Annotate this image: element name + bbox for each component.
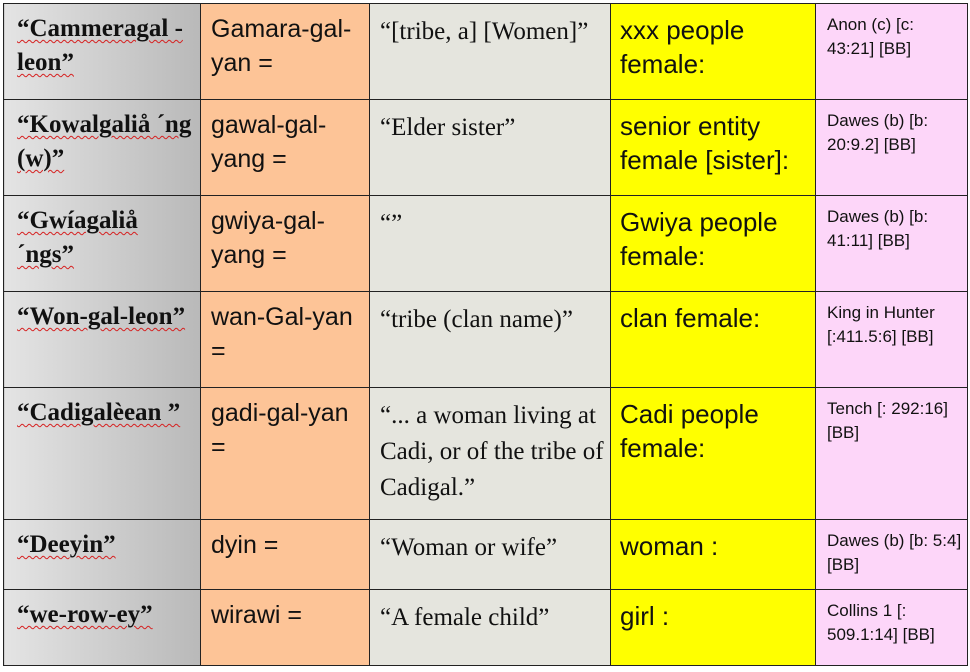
normalised-form-cell: wan-Gal-yan = xyxy=(200,291,370,388)
original-gloss-cell: “A female child” xyxy=(369,589,611,666)
meaning-cell: Cadi people female: xyxy=(610,387,816,520)
source-reference: Anon (c) [c: 43:21] [BB] xyxy=(827,15,914,58)
recorded-word-cell: “we-row-ey” xyxy=(3,589,201,666)
meaning: senior entity female [sister]: xyxy=(620,111,790,175)
source-cell: Dawes (b) [b: 41:11] [BB] xyxy=(815,195,968,292)
source-cell: Dawes (b) [b: 5:4] [BB] xyxy=(815,519,968,590)
vocabulary-table: “Cammeragal -leon” Gamara-gal-yan = “[tr… xyxy=(3,3,968,666)
normalised-form: Gamara-gal-yan = xyxy=(211,15,352,77)
recorded-word-cell: “Cammeragal -leon” xyxy=(3,3,201,100)
meaning: Gwiya people female: xyxy=(620,207,778,271)
normalised-form-cell: dyin = xyxy=(200,519,370,590)
recorded-word-cell: “Kowalgaliå ´ng (w)” xyxy=(3,99,201,196)
source-reference: Dawes (b) [b: 20:9.2] [BB] xyxy=(827,111,929,154)
original-gloss: “[tribe, a] [Women]” xyxy=(380,18,589,45)
recorded-word: “Cadigalèean ” xyxy=(17,399,181,426)
meaning: Cadi people female: xyxy=(620,399,759,463)
original-gloss: “” xyxy=(380,210,403,237)
original-gloss-cell: “” xyxy=(369,195,611,292)
source-reference: Dawes (b) [b: 41:11] [BB] xyxy=(827,207,929,250)
source-reference: Collins 1 [: 509.1:14] [BB] xyxy=(827,601,935,644)
source-reference: Tench [: 292:16] [BB] xyxy=(827,399,948,442)
source-cell: King in Hunter [:411.5:6] [BB] xyxy=(815,291,968,388)
meaning: woman : xyxy=(620,531,719,561)
recorded-word-cell: “Cadigalèean ” xyxy=(3,387,201,520)
normalised-form: gwiya-gal-yang = xyxy=(211,207,325,269)
original-gloss-cell: “Elder sister” xyxy=(369,99,611,196)
source-reference: King in Hunter [:411.5:6] [BB] xyxy=(827,303,935,346)
normalised-form-cell: gawal-gal-yang = xyxy=(200,99,370,196)
original-gloss-cell: “Woman or wife” xyxy=(369,519,611,590)
recorded-word-cell: “Gwíagaliå ´ngs” xyxy=(3,195,201,292)
original-gloss: “Woman or wife” xyxy=(380,534,558,561)
normalised-form-cell: Gamara-gal-yan = xyxy=(200,3,370,100)
meaning-cell: xxx people female: xyxy=(610,3,816,100)
source-cell: Anon (c) [c: 43:21] [BB] xyxy=(815,3,968,100)
original-gloss: “A female child” xyxy=(380,604,550,631)
source-cell: Dawes (b) [b: 20:9.2] [BB] xyxy=(815,99,968,196)
meaning: girl : xyxy=(620,601,670,631)
table-row: “Kowalgaliå ´ng (w)” gawal-gal-yang = “E… xyxy=(3,99,968,196)
normalised-form-cell: gadi-gal-yan = xyxy=(200,387,370,520)
meaning: clan female: xyxy=(620,303,761,333)
normalised-form: gawal-gal-yang = xyxy=(211,111,327,173)
table-row: “we-row-ey” wirawi = “A female child” gi… xyxy=(3,589,968,666)
normalised-form: wan-Gal-yan = xyxy=(211,303,353,365)
meaning-cell: Gwiya people female: xyxy=(610,195,816,292)
source-reference: Dawes (b) [b: 5:4] [BB] xyxy=(827,531,962,574)
normalised-form: gadi-gal-yan = xyxy=(211,399,349,461)
meaning: xxx people female: xyxy=(620,15,745,79)
table-row: “Won-gal-leon” wan-Gal-yan = “tribe (cla… xyxy=(3,291,968,388)
meaning-cell: senior entity female [sister]: xyxy=(610,99,816,196)
meaning-cell: girl : xyxy=(610,589,816,666)
original-gloss-cell: “... a woman living at Cadi, or of the t… xyxy=(369,387,611,520)
original-gloss: “tribe (clan name)” xyxy=(380,306,573,333)
recorded-word: “we-row-ey” xyxy=(17,601,153,628)
recorded-word: “Kowalgaliå ´ng (w)” xyxy=(17,111,192,172)
recorded-word: “Deeyin” xyxy=(17,531,116,558)
table-row: “Deeyin” dyin = “Woman or wife” woman : … xyxy=(3,519,968,590)
original-gloss-cell: “tribe (clan name)” xyxy=(369,291,611,388)
normalised-form: wirawi = xyxy=(211,601,302,629)
meaning-cell: clan female: xyxy=(610,291,816,388)
recorded-word: “Cammeragal -leon” xyxy=(17,15,183,76)
original-gloss: “... a woman living at Cadi, or of the t… xyxy=(380,402,604,501)
recorded-word-cell: “Deeyin” xyxy=(3,519,201,590)
recorded-word: “Won-gal-leon” xyxy=(17,303,186,330)
source-cell: Collins 1 [: 509.1:14] [BB] xyxy=(815,589,968,666)
table-row: “Cadigalèean ” gadi-gal-yan = “... a wom… xyxy=(3,387,968,520)
table-row: “Cammeragal -leon” Gamara-gal-yan = “[tr… xyxy=(3,3,968,100)
original-gloss: “Elder sister” xyxy=(380,114,516,141)
recorded-word: “Gwíagaliå ´ngs” xyxy=(17,207,138,268)
table-row: “Gwíagaliå ´ngs” gwiya-gal-yang = “” Gwi… xyxy=(3,195,968,292)
normalised-form-cell: gwiya-gal-yang = xyxy=(200,195,370,292)
source-cell: Tench [: 292:16] [BB] xyxy=(815,387,968,520)
normalised-form-cell: wirawi = xyxy=(200,589,370,666)
meaning-cell: woman : xyxy=(610,519,816,590)
recorded-word-cell: “Won-gal-leon” xyxy=(3,291,201,388)
original-gloss-cell: “[tribe, a] [Women]” xyxy=(369,3,611,100)
normalised-form: dyin = xyxy=(211,531,279,559)
